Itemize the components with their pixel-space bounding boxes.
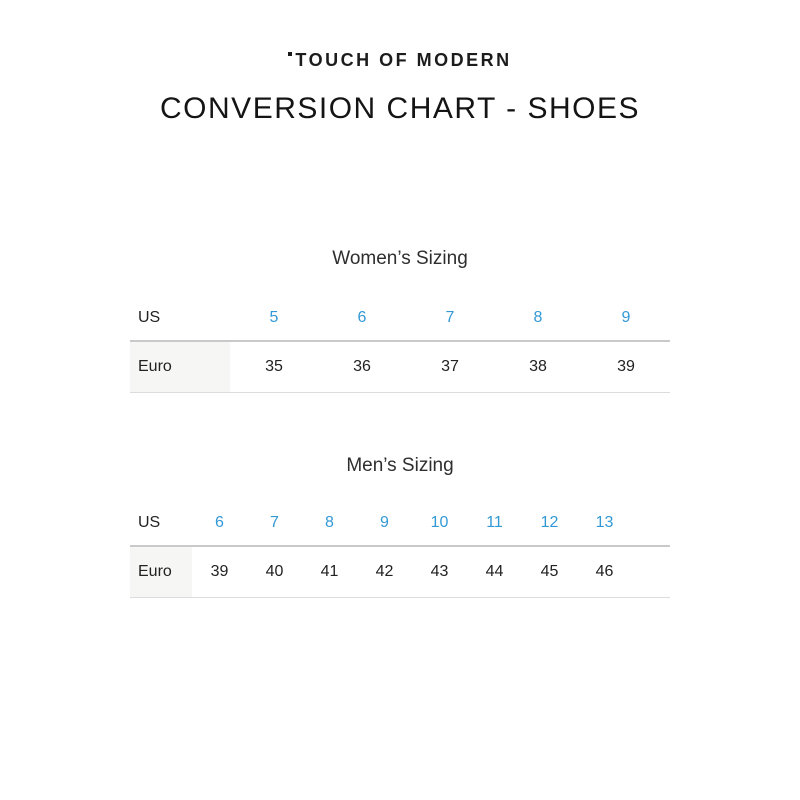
row-label-euro: Euro [130,341,230,393]
brand-name: TOUCH OF MODERN [295,50,512,70]
us-size-cell: 10 [412,501,467,547]
euro-size-cell: 46 [577,546,632,598]
mens-euro-row: Euro 39 40 41 42 43 44 45 46 [130,546,670,598]
us-size-cell: 5 [230,296,318,342]
euro-size-cell: 37 [406,341,494,393]
us-size-cell: 8 [302,501,357,547]
womens-sizing-section: Women’s Sizing US 5 6 7 8 9 Euro 35 36 [0,248,800,393]
euro-size-cell: 39 [192,546,247,598]
us-size-cell: 9 [357,501,412,547]
womens-sizing-title: Women’s Sizing [332,248,468,269]
us-size-cell: 8 [494,296,582,342]
page-title: CONVERSION CHART - SHOES [160,92,640,125]
mens-sizing-table: US 6 7 8 9 10 11 12 13 Euro 39 40 41 42 [130,501,670,598]
euro-size-cell: 41 [302,546,357,598]
us-size-cell: 6 [318,296,406,342]
womens-euro-row: Euro 35 36 37 38 39 [130,341,670,393]
euro-size-cell: 40 [247,546,302,598]
us-size-cell: 9 [582,296,670,342]
us-size-cell: 12 [522,501,577,547]
row-label-us: US [130,296,230,342]
womens-us-row: US 5 6 7 8 9 [130,296,670,342]
euro-size-cell: 36 [318,341,406,393]
euro-size-cell: 39 [582,341,670,393]
brand-logo: TOUCH OF MODERN [0,0,800,71]
spacer-cell [632,546,670,598]
us-size-cell: 11 [467,501,522,547]
us-size-cell: 13 [577,501,632,547]
mens-sizing-section: Men’s Sizing US 6 7 8 9 10 11 12 13 [0,455,800,598]
row-label-euro: Euro [130,546,192,598]
euro-size-cell: 45 [522,546,577,598]
brand-tick-icon [288,52,293,56]
euro-size-cell: 44 [467,546,522,598]
womens-sizing-table: US 5 6 7 8 9 Euro 35 36 37 38 39 [130,296,670,393]
euro-size-cell: 42 [357,546,412,598]
spacer-cell [632,501,670,547]
us-size-cell: 7 [406,296,494,342]
euro-size-cell: 38 [494,341,582,393]
header: TOUCH OF MODERN CONVERSION CHART - SHOES [0,0,800,127]
row-label-us: US [130,501,192,547]
mens-us-row: US 6 7 8 9 10 11 12 13 [130,501,670,547]
us-size-cell: 6 [192,501,247,547]
euro-size-cell: 43 [412,546,467,598]
euro-size-cell: 35 [230,341,318,393]
us-size-cell: 7 [247,501,302,547]
mens-sizing-title: Men’s Sizing [346,455,454,476]
